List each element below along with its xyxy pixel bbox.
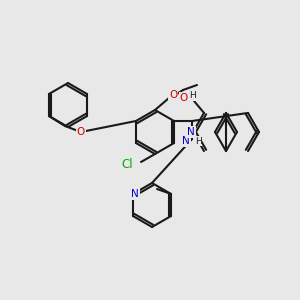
Text: N: N [131,189,139,199]
Text: Cl: Cl [122,158,133,170]
Text: N: N [187,127,195,137]
Text: O: O [180,93,188,103]
Text: H: H [195,136,201,146]
Text: O: O [169,90,177,100]
Text: H: H [189,92,195,100]
Text: N: N [182,136,190,146]
Text: O: O [77,127,85,137]
